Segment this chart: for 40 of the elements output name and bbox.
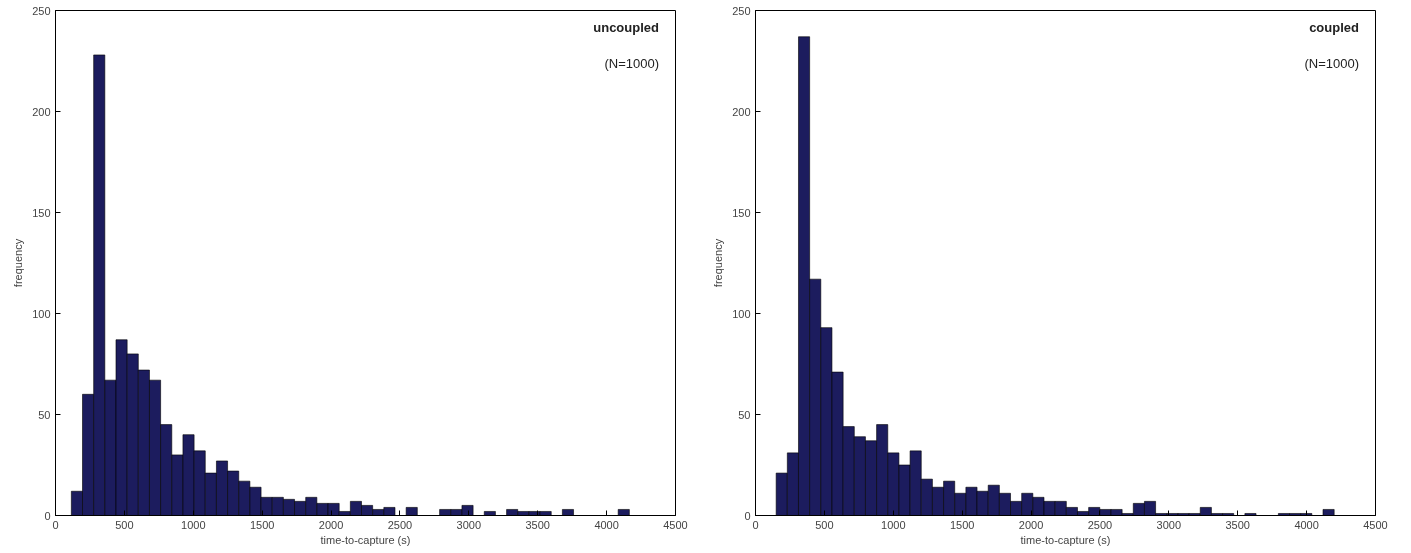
- x-tick-label: 500: [115, 518, 134, 531]
- x-tick-label: 1000: [181, 518, 206, 531]
- annotation: coupled: [1309, 19, 1360, 35]
- y-tick-label: 100: [32, 307, 51, 320]
- y-tick-label: 150: [32, 206, 51, 219]
- x-tick-label: 0: [752, 518, 759, 531]
- y-tick-label: 250: [32, 4, 51, 17]
- y-tick-label: 50: [738, 408, 751, 421]
- y-tick-label: 200: [32, 105, 51, 118]
- y-tick-label: 0: [744, 509, 751, 522]
- x-tick-label: 1500: [949, 518, 975, 531]
- x-tick-label: 4000: [594, 518, 619, 531]
- x-axis-title: time-to-capture (s): [1020, 533, 1111, 546]
- x-tick-label: 2500: [387, 518, 413, 531]
- x-tick-label: 500: [815, 518, 834, 531]
- x-tick-label: 3500: [1225, 518, 1250, 531]
- annotation: (N=1000): [604, 56, 659, 72]
- x-tick-label: 2000: [318, 518, 344, 531]
- y-tick-label: 50: [38, 408, 51, 421]
- x-tick-label: 4500: [1363, 518, 1388, 531]
- x-tick-label: 1500: [249, 518, 275, 531]
- x-tick-label: 4500: [663, 518, 688, 531]
- x-tick-label: 0: [52, 518, 59, 531]
- annotation: uncoupled: [593, 19, 660, 35]
- x-tick-label: 1000: [881, 518, 906, 531]
- y-axis-title: frequency: [712, 238, 725, 288]
- x-tick-label: 3000: [456, 518, 482, 531]
- y-tick-label: 100: [732, 307, 751, 320]
- y-tick-label: 200: [732, 105, 751, 118]
- y-tick-label: 0: [44, 509, 51, 522]
- y-tick-label: 150: [732, 206, 751, 219]
- annotation: (N=1000): [1304, 56, 1359, 72]
- x-tick-label: 3000: [1156, 518, 1182, 531]
- x-tick-label: 2000: [1018, 518, 1044, 531]
- y-axis-title: frequency: [12, 238, 25, 288]
- y-tick-label: 250: [732, 4, 751, 17]
- x-tick-label: 3500: [525, 518, 550, 531]
- x-tick-label: 4000: [1294, 518, 1319, 531]
- x-tick-label: 2500: [1087, 518, 1113, 531]
- x-axis-title: time-to-capture (s): [320, 533, 411, 546]
